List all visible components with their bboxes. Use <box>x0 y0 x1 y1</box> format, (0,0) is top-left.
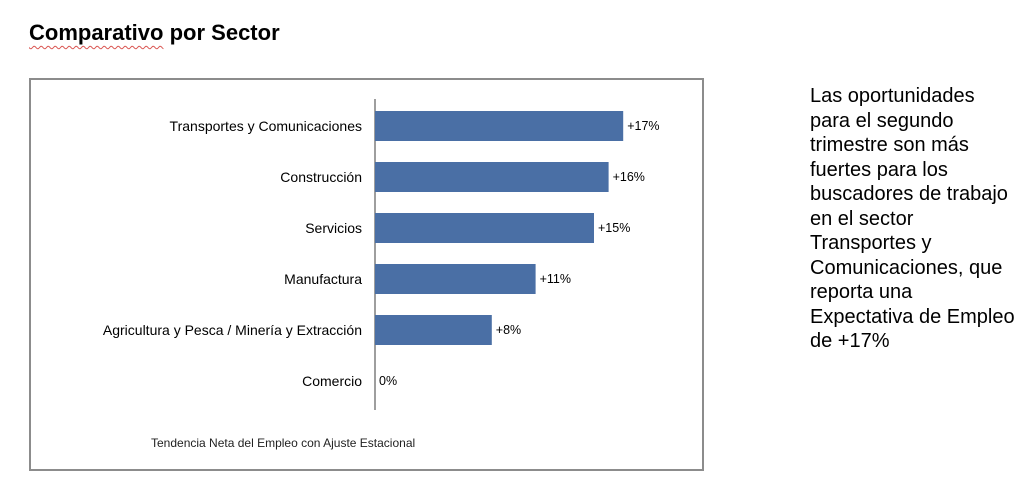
page-title: Comparativo por Sector <box>29 20 280 46</box>
title-word-sector: por Sector <box>169 20 280 45</box>
category-label: Transportes y Comunicaciones <box>170 118 362 134</box>
category-label: Manufactura <box>284 271 362 287</box>
title-word-comparativo: Comparativo <box>29 20 164 45</box>
chart-caption: Tendencia Neta del Empleo con Ajuste Est… <box>151 436 415 450</box>
value-label: +8% <box>496 323 521 337</box>
bar-chart: Transportes y Comunicaciones Construcción… <box>103 99 660 450</box>
category-label: Agricultura y Pesca / Minería y Extracci… <box>103 322 362 338</box>
chart-frame: Transportes y Comunicaciones Construcción… <box>29 78 704 471</box>
side-note: Las oportunidades para el segundo trimes… <box>810 85 1015 352</box>
bar <box>375 315 492 345</box>
bar <box>375 264 536 294</box>
value-label: +16% <box>613 170 645 184</box>
bar <box>375 213 594 243</box>
value-label: +11% <box>540 272 571 286</box>
value-label: +17% <box>627 119 659 133</box>
value-label: 0% <box>379 374 397 388</box>
value-label: +15% <box>598 221 630 235</box>
bar <box>375 162 609 192</box>
bar <box>375 111 624 141</box>
category-label: Construcción <box>280 169 362 185</box>
category-label: Servicios <box>305 220 362 236</box>
category-label: Comercio <box>302 373 362 389</box>
